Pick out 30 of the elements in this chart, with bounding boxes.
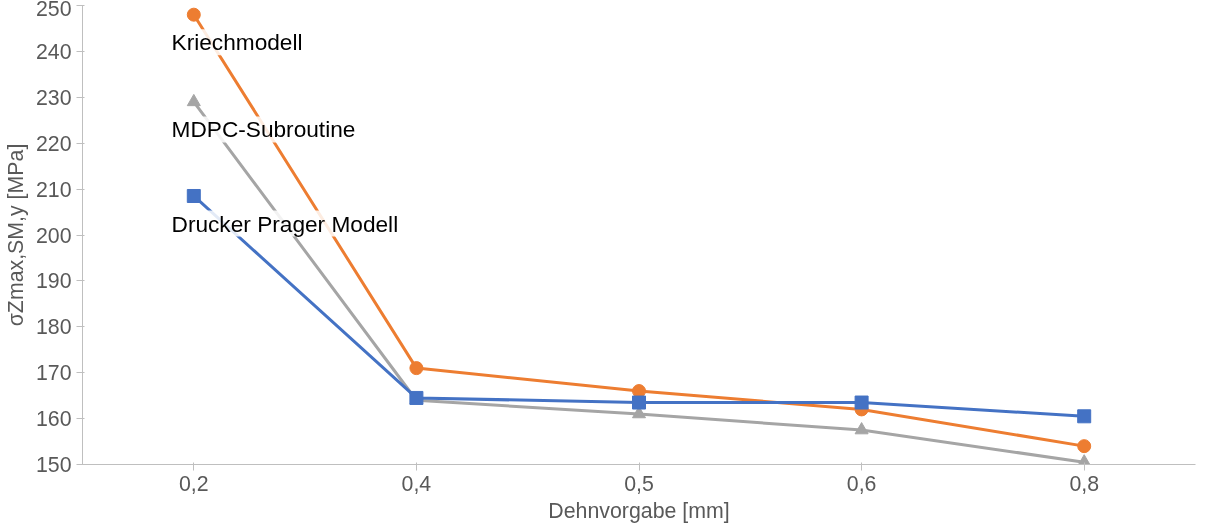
x-tick-label: 0,2 [178,471,209,496]
y-tick-label: 160 [35,407,72,432]
series-label: Drucker Prager Modell [171,210,399,237]
y-tick-label: 240 [35,39,72,64]
y-tick-label: 200 [35,223,72,248]
point [1077,439,1092,454]
x-tick-label: 0,4 [401,471,432,496]
point [632,395,646,410]
y-tick-label: 170 [35,361,72,386]
x-tick-label: 0,8 [1069,471,1100,496]
point [186,188,201,203]
point [186,7,201,22]
x-tick-label: 0,5 [624,471,654,496]
series-label: MDPC-Subroutine [171,116,356,143]
point [409,361,424,376]
point [1077,409,1092,424]
x-axis-title: Dehnvorgabe [mm] [548,498,730,523]
y-tick-label: 220 [35,131,72,156]
point [186,93,201,107]
y-axis-title: σZmax,SM,y [MPa] [3,143,28,327]
y-tick-label: 180 [35,315,72,340]
point [854,422,869,435]
y-tick-label: 250 [35,0,72,21]
point [854,395,869,410]
series-label: Kriechmodell [171,29,303,56]
y-tick-label: 190 [35,269,72,294]
y-tick-label: 230 [35,85,72,110]
y-tick-label: 210 [35,177,72,202]
x-tick-label: 0,6 [846,471,877,496]
y-tick-label: 150 [35,453,72,477]
